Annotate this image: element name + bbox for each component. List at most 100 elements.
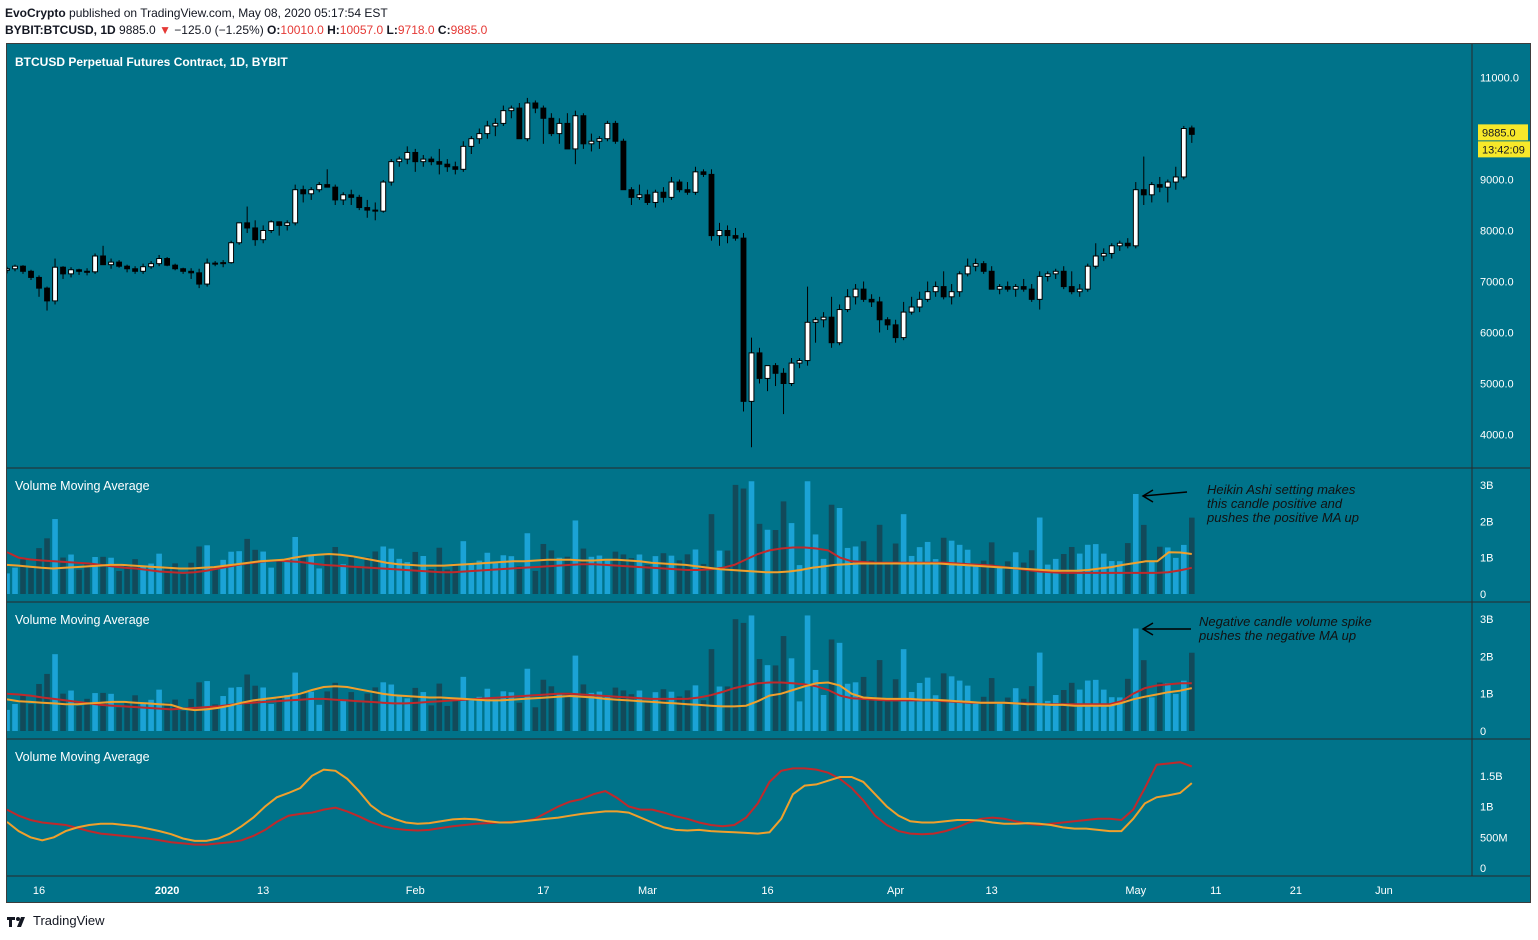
candle[interactable]: [436, 148, 443, 175]
volume-bar[interactable]: [788, 658, 795, 731]
volume-bar[interactable]: [916, 682, 923, 731]
volume-bar[interactable]: [708, 514, 715, 594]
candle[interactable]: [876, 296, 883, 333]
candle[interactable]: [236, 222, 243, 245]
volume-bar[interactable]: [188, 698, 194, 731]
volume-bar[interactable]: [604, 559, 611, 594]
candle[interactable]: [292, 184, 299, 226]
candle[interactable]: [980, 261, 987, 274]
volume-bar[interactable]: [588, 556, 595, 594]
volume-bar[interactable]: [124, 565, 130, 594]
candle[interactable]: [1020, 278, 1027, 292]
volume-bar[interactable]: [972, 702, 979, 731]
volume-bar[interactable]: [668, 555, 675, 594]
volume-bar[interactable]: [1156, 682, 1163, 731]
candle[interactable]: [1180, 125, 1187, 180]
volume-bar[interactable]: [868, 696, 875, 731]
candle[interactable]: [1052, 268, 1059, 279]
candle[interactable]: [988, 266, 995, 290]
candle[interactable]: [740, 233, 747, 412]
volume-bar[interactable]: [612, 687, 619, 731]
candle[interactable]: [900, 301, 907, 341]
volume-bar[interactable]: [820, 558, 827, 594]
volume-bar[interactable]: [36, 683, 42, 731]
volume-bar[interactable]: [556, 557, 563, 594]
negative-ma-line[interactable]: [6, 546, 1193, 574]
volume-bar[interactable]: [428, 705, 435, 731]
candle[interactable]: [660, 187, 667, 203]
candle[interactable]: [308, 187, 315, 200]
candle[interactable]: [516, 103, 523, 140]
volume-bar[interactable]: [412, 551, 419, 594]
volume-bar[interactable]: [668, 691, 675, 731]
volume-bar[interactable]: [956, 544, 963, 594]
candle[interactable]: [52, 258, 58, 305]
volume-bar[interactable]: [252, 685, 258, 731]
candle[interactable]: [1140, 156, 1147, 205]
volume-bar[interactable]: [340, 564, 347, 594]
volume-bar[interactable]: [916, 547, 923, 594]
volume-bar[interactable]: [28, 704, 34, 731]
candle[interactable]: [44, 286, 50, 311]
volume-bar[interactable]: [876, 524, 883, 594]
volume-bar[interactable]: [852, 682, 859, 731]
volume-bar[interactable]: [380, 546, 387, 594]
volume-bar[interactable]: [228, 687, 234, 731]
candle[interactable]: [700, 169, 707, 177]
volume-bar[interactable]: [524, 533, 531, 594]
volume-bar[interactable]: [260, 687, 266, 731]
candle[interactable]: [1084, 263, 1091, 292]
volume-bar[interactable]: [932, 695, 939, 731]
volume-bar[interactable]: [4, 573, 10, 594]
volume-bar[interactable]: [364, 693, 371, 731]
candle[interactable]: [820, 312, 827, 328]
volume-bar[interactable]: [140, 702, 146, 731]
tradingview-logo-icon[interactable]: [7, 915, 29, 929]
volume-bar[interactable]: [500, 555, 507, 594]
volume-bar[interactable]: [756, 659, 763, 731]
candle[interactable]: [1132, 182, 1139, 249]
volume-bar[interactable]: [972, 566, 979, 594]
volume-bar[interactable]: [772, 665, 779, 731]
volume-bar[interactable]: [828, 504, 835, 594]
volume-bar[interactable]: [844, 683, 851, 731]
candle[interactable]: [468, 136, 475, 154]
volume-bar[interactable]: [84, 562, 90, 594]
volume-bar[interactable]: [396, 558, 403, 594]
candle[interactable]: [100, 245, 106, 266]
volume-bar[interactable]: [796, 701, 803, 731]
volume-bar[interactable]: [1181, 680, 1187, 731]
volume-bar[interactable]: [692, 549, 699, 594]
negative-ma-line[interactable]: [6, 761, 1193, 846]
volume-bar[interactable]: [316, 704, 323, 731]
volume-bar[interactable]: [540, 543, 547, 594]
volume-bar[interactable]: [1164, 683, 1171, 731]
volume-bar[interactable]: [12, 567, 18, 594]
volume-bar[interactable]: [996, 567, 1003, 594]
volume-bar[interactable]: [1156, 546, 1163, 594]
candle[interactable]: [500, 105, 507, 126]
candle[interactable]: [1028, 284, 1035, 302]
volume-bar[interactable]: [180, 574, 186, 594]
volume-bar[interactable]: [460, 676, 467, 731]
candle[interactable]: [492, 118, 499, 137]
volume-bar[interactable]: [524, 668, 531, 731]
candle[interactable]: [28, 269, 34, 280]
volume-bar[interactable]: [732, 484, 739, 594]
chart-area[interactable]: BTCUSD Perpetual Futures Contract, 1D, B…: [4, 43, 1534, 903]
candle[interactable]: [212, 261, 219, 267]
volume-bar[interactable]: [692, 685, 699, 731]
volume-bar[interactable]: [436, 683, 443, 731]
volume-bar[interactable]: [388, 684, 395, 731]
volume-bar[interactable]: [636, 690, 643, 731]
candle[interactable]: [580, 113, 587, 149]
candle[interactable]: [20, 265, 26, 274]
candle[interactable]: [956, 271, 963, 297]
candle[interactable]: [1188, 125, 1195, 143]
volume-bar[interactable]: [140, 566, 146, 594]
volume-bar[interactable]: [924, 677, 931, 731]
volume-bar[interactable]: [684, 690, 691, 731]
volume-bar[interactable]: [268, 567, 274, 594]
volume-bar[interactable]: [1189, 652, 1195, 731]
candle[interactable]: [868, 294, 875, 307]
